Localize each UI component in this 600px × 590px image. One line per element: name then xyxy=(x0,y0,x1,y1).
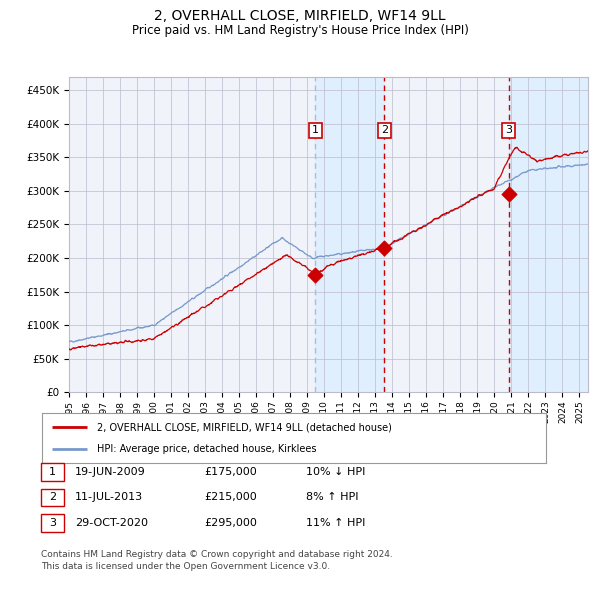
Point xyxy=(380,243,389,253)
Text: 10% ↓ HPI: 10% ↓ HPI xyxy=(306,467,365,477)
Text: 2, OVERHALL CLOSE, MIRFIELD, WF14 9LL (detached house): 2, OVERHALL CLOSE, MIRFIELD, WF14 9LL (d… xyxy=(97,422,392,432)
Text: Contains HM Land Registry data © Crown copyright and database right 2024.: Contains HM Land Registry data © Crown c… xyxy=(41,550,392,559)
Text: 29-OCT-2020: 29-OCT-2020 xyxy=(75,518,148,527)
Bar xyxy=(509,77,588,392)
Text: HPI: Average price, detached house, Kirklees: HPI: Average price, detached house, Kirk… xyxy=(97,444,317,454)
Text: 2: 2 xyxy=(381,126,388,136)
Text: 1: 1 xyxy=(312,126,319,136)
Text: 11% ↑ HPI: 11% ↑ HPI xyxy=(306,518,365,527)
Point xyxy=(504,189,514,199)
Text: 11-JUL-2013: 11-JUL-2013 xyxy=(75,493,143,502)
Text: This data is licensed under the Open Government Licence v3.0.: This data is licensed under the Open Gov… xyxy=(41,562,330,571)
Text: 2, OVERHALL CLOSE, MIRFIELD, WF14 9LL: 2, OVERHALL CLOSE, MIRFIELD, WF14 9LL xyxy=(154,9,446,23)
Point xyxy=(310,270,320,280)
Text: 19-JUN-2009: 19-JUN-2009 xyxy=(75,467,146,477)
Text: 8% ↑ HPI: 8% ↑ HPI xyxy=(306,493,359,502)
Text: £175,000: £175,000 xyxy=(204,467,257,477)
Text: 3: 3 xyxy=(49,518,56,527)
Text: 1: 1 xyxy=(49,467,56,477)
Text: Price paid vs. HM Land Registry's House Price Index (HPI): Price paid vs. HM Land Registry's House … xyxy=(131,24,469,37)
Text: 2: 2 xyxy=(49,493,56,502)
Text: 3: 3 xyxy=(505,126,512,136)
Text: £295,000: £295,000 xyxy=(204,518,257,527)
Text: £215,000: £215,000 xyxy=(204,493,257,502)
Bar xyxy=(315,77,385,392)
